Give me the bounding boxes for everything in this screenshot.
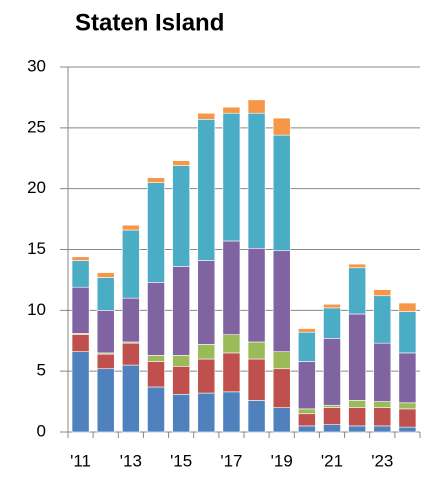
bar-segment: [348, 263, 366, 269]
bar-segment: [373, 407, 392, 427]
x-tick-label: '21: [321, 451, 343, 470]
bar-segment: [348, 407, 366, 427]
bar-segment: [298, 408, 316, 415]
y-tick-label: 20: [27, 178, 46, 197]
bar-segment: [247, 400, 266, 433]
bar-segment: [272, 250, 291, 352]
bar-segment: [222, 106, 241, 114]
bar-segment: [71, 334, 90, 352]
y-tick-label: 30: [27, 56, 46, 75]
bar-segment: [398, 302, 417, 312]
bar-segment: [373, 401, 392, 408]
bar-segment: [172, 266, 190, 356]
bar-segment: [247, 247, 266, 343]
bar-segment: [323, 307, 341, 339]
bar-segment: [96, 368, 115, 433]
bar-segment: [398, 402, 417, 410]
x-tick-label: '11: [70, 451, 91, 470]
y-tick-label: 0: [37, 421, 46, 440]
bar-segment: [71, 256, 90, 261]
bar-segment: [147, 177, 165, 183]
bar-segment: [323, 404, 341, 408]
bar-segment: [71, 260, 90, 288]
bar-segment: [247, 99, 266, 114]
bar-segment: [373, 342, 392, 402]
bar-segment: [122, 224, 140, 231]
bar-segment: [147, 182, 165, 283]
chart-title: Staten Island: [75, 9, 224, 36]
bar-segment: [298, 361, 316, 410]
x-tick-label: '23: [371, 451, 393, 470]
bar-segment: [323, 424, 341, 433]
bar-segment: [272, 407, 291, 433]
y-tick-label: 25: [27, 117, 46, 136]
bar-segment: [197, 260, 216, 345]
bar-segment: [172, 365, 190, 395]
bar-segment: [398, 408, 417, 428]
bar-segment: [323, 407, 341, 425]
bar-segment: [71, 351, 90, 433]
bar-segment: [122, 364, 140, 433]
bar-segment: [122, 229, 140, 299]
bar-segment: [96, 272, 115, 278]
bar-segment: [197, 392, 216, 433]
bar-segment: [122, 297, 140, 343]
bar-segment: [147, 282, 165, 356]
bar-segment: [298, 328, 316, 333]
x-tick-label: '19: [271, 451, 293, 470]
bar-segment: [247, 358, 266, 401]
bar-segment: [222, 112, 241, 242]
bar-segment: [222, 352, 241, 393]
bar-segment: [172, 165, 190, 267]
bar-segment: [96, 310, 115, 354]
bar-segment: [222, 240, 241, 335]
bar-segment: [197, 119, 216, 261]
bar-segment: [373, 425, 392, 433]
bar-segment: [298, 425, 316, 433]
bar-segment: [197, 344, 216, 360]
bar-segment: [298, 413, 316, 427]
bar-segment: [96, 353, 115, 370]
bar-segment: [197, 112, 216, 120]
bar-segment: [323, 303, 341, 309]
bar-segment: [96, 277, 115, 311]
bar-segment: [122, 342, 140, 366]
bar-segment: [398, 426, 417, 433]
x-tick-label: '17: [220, 451, 242, 470]
bar-segment: [147, 361, 165, 388]
bar-segment: [222, 391, 241, 433]
bar-segment: [147, 355, 165, 362]
bar-segment: [172, 355, 190, 367]
bar-segment: [323, 338, 341, 406]
bar-segment: [348, 313, 366, 401]
bar-segment: [147, 386, 165, 433]
bar-segment: [247, 112, 266, 249]
y-tick-label: 10: [27, 300, 46, 319]
bar-segment: [348, 425, 366, 433]
bar-segment: [398, 352, 417, 404]
bar-segment: [348, 400, 366, 408]
bar-segment: [348, 267, 366, 315]
x-tick-label: '13: [120, 451, 142, 470]
bar-segment: [298, 331, 316, 362]
bar-segment: [272, 134, 291, 252]
bar-segment: [197, 358, 216, 394]
bar-segment: [222, 334, 241, 354]
bar-segment: [398, 311, 417, 354]
bar-segment: [272, 117, 291, 136]
bar-segment: [272, 368, 291, 408]
bar-segment: [172, 160, 190, 166]
bar-segment: [71, 286, 90, 334]
y-tick-label: 5: [37, 361, 46, 380]
x-tick-label: '15: [170, 451, 192, 470]
y-tick-label: 15: [27, 239, 46, 258]
bar-segment: [272, 351, 291, 370]
bar-segment: [247, 341, 266, 360]
bar-segment: [172, 393, 190, 433]
bar-segment: [373, 295, 392, 344]
bar-segment: [373, 289, 392, 297]
